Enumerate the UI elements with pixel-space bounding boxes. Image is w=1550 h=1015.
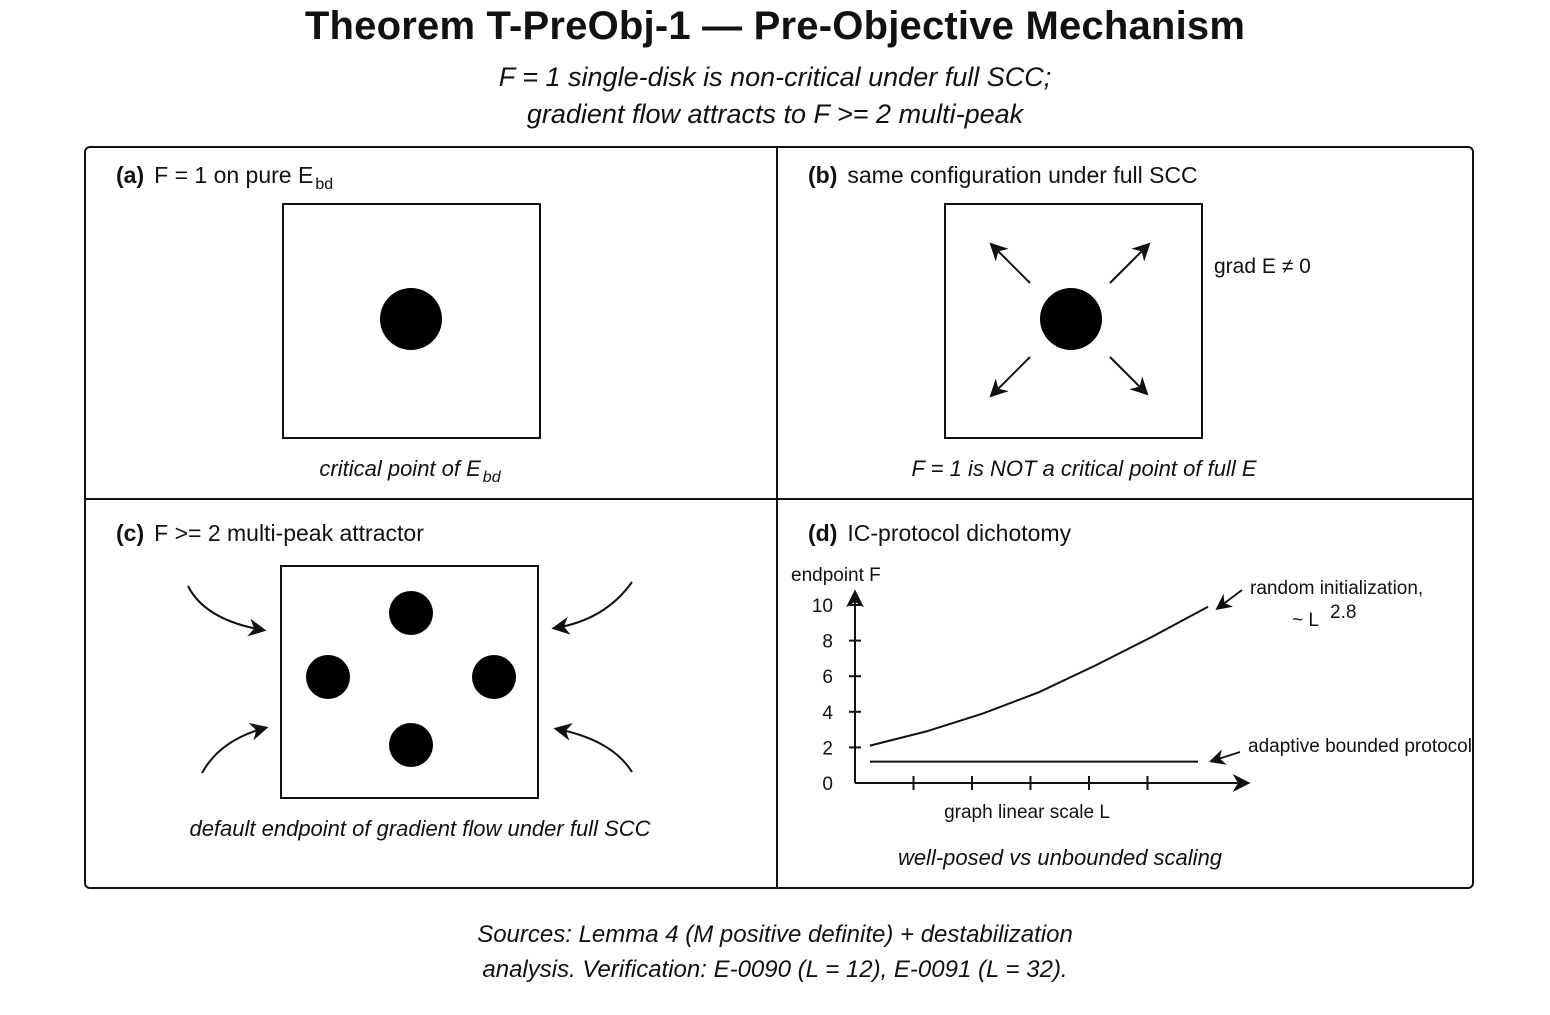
gradient-arrows xyxy=(989,242,1151,398)
y-tick-label: 2 xyxy=(822,738,833,759)
panel-b-tag: (b) xyxy=(808,162,838,188)
panel-c-tag: (c) xyxy=(116,520,145,546)
single-disk-destabilized xyxy=(1040,288,1102,350)
y-tick-label: 10 xyxy=(812,596,833,617)
peak-disk-top xyxy=(389,591,433,635)
sources-note-line-2: analysis. Verification: E-0090 (L = 12),… xyxy=(482,956,1068,983)
y-axis-label: endpoint F xyxy=(791,565,881,586)
panel-c-title: F >= 2 multi-peak attractor xyxy=(154,520,424,546)
figure-title: Theorem T-PreObj-1 — Pre-Objective Mecha… xyxy=(304,4,1246,48)
gradient-arrow-up-right xyxy=(1109,242,1151,284)
flow-arrow-bottom-right xyxy=(553,723,633,773)
flow-arrow-top-left xyxy=(187,585,267,637)
panel-a-tag: (a) xyxy=(116,162,145,188)
panel-c-label: (c) F >= 2 multi-peak attractor xyxy=(116,520,424,547)
panel-b-title: same configuration under full SCC xyxy=(847,162,1198,188)
panel-d-tag: (d) xyxy=(808,520,838,546)
subtitle-line-1: F = 1 single-disk is non-critical under … xyxy=(498,62,1052,92)
panel-a-title: F = 1 on pure E xyxy=(154,162,314,188)
series-adaptive-bounded-label: adaptive bounded protocol xyxy=(1248,736,1472,757)
panel-b-domain-box xyxy=(944,203,1203,439)
panel-a-domain-box xyxy=(282,203,541,439)
subtitle-line-2: gradient flow attracts to F >= 2 multi-p… xyxy=(526,99,1024,129)
series-random-initialization-line xyxy=(869,605,1209,747)
panel-a-caption-subscript: bd xyxy=(482,469,501,486)
y-tick-label: 8 xyxy=(822,632,833,653)
attractor-flow-arrows xyxy=(187,581,633,774)
panel-b-caption: F = 1 is NOT a critical point of full E xyxy=(911,456,1257,481)
panel-c-caption: default endpoint of gradient flow under … xyxy=(189,816,651,841)
ic-protocol-chart: 0 2 4 6 8 10 endpoint F graph linear scale L ran… xyxy=(791,565,1472,823)
x-axis-label: graph linear scale L xyxy=(944,802,1110,823)
sources-note-line-1: Sources: Lemma 4 (M positive definite) +… xyxy=(477,921,1073,948)
single-disk xyxy=(380,288,442,350)
panel-divider-horizontal xyxy=(84,498,1474,500)
peak-disk-bottom xyxy=(389,723,433,767)
gradient-arrow-down-right xyxy=(1109,356,1149,396)
series-random-initialization-scaling: ~ L xyxy=(1292,610,1319,631)
gradient-arrow-up-left xyxy=(989,242,1031,284)
flow-arrow-bottom-left xyxy=(201,723,269,774)
y-tick-label: 4 xyxy=(822,703,833,724)
annotation-arrow-adaptive xyxy=(1208,749,1241,765)
peak-disk-left xyxy=(306,655,350,699)
panel-a-caption-text: critical point of E xyxy=(319,456,481,481)
panel-a-title-subscript: bd xyxy=(315,176,334,193)
peak-disk-right xyxy=(472,655,516,699)
scaling-exponent: 2.8 xyxy=(1330,602,1356,623)
panel-grid-frame xyxy=(84,146,1474,889)
flow-arrow-top-right xyxy=(551,581,633,635)
y-tick-label: 6 xyxy=(822,667,833,688)
panel-d-label: (d) IC-protocol dichotomy xyxy=(808,520,1071,547)
annotation-arrow-random xyxy=(1215,589,1243,610)
gradient-nonzero-note: grad E ≠ 0 xyxy=(1214,255,1311,278)
panel-d-title: IC-protocol dichotomy xyxy=(847,520,1072,546)
panel-d-caption: well-posed vs unbounded scaling xyxy=(897,845,1223,870)
gradient-arrow-down-left xyxy=(989,356,1031,398)
panel-c-domain-box xyxy=(280,565,539,799)
panel-divider-vertical xyxy=(776,146,778,889)
series-random-initialization-label: random initialization, xyxy=(1250,578,1423,599)
panel-b-label: (b) same configuration under full SCC xyxy=(808,162,1198,189)
y-tick-label: 0 xyxy=(822,774,833,795)
